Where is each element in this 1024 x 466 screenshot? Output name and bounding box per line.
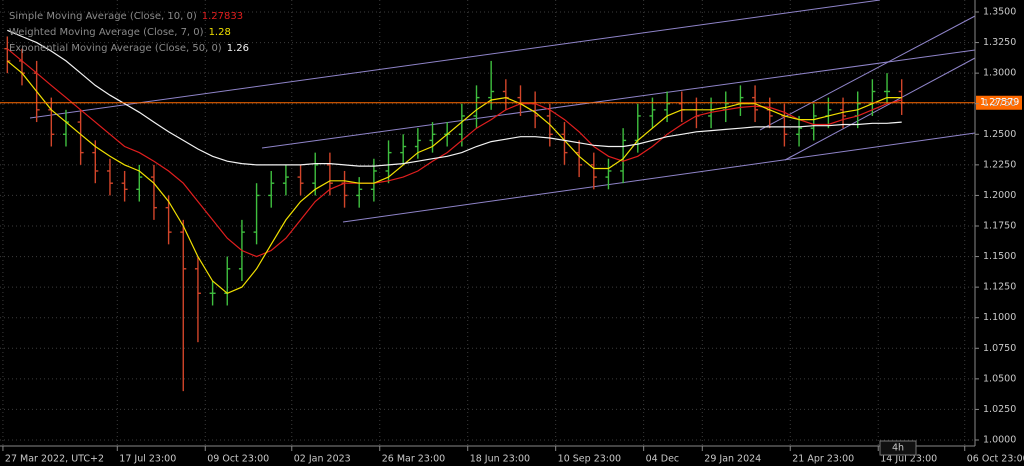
y-tick-label: 1.3000	[983, 68, 1016, 79]
y-tick-label: 1.0500	[983, 373, 1016, 384]
legend-name: Exponential Moving Average (Close, 50, 0…	[9, 43, 222, 54]
x-tick-label: 17 Jul 23:00	[119, 454, 176, 465]
legend-entry: Exponential Moving Average (Close, 50, 0…	[9, 43, 249, 54]
moving-average-line	[6, 60, 902, 294]
x-tick-label: 10 Sep 23:00	[558, 454, 621, 465]
y-tick-label: 1.1000	[983, 312, 1016, 323]
legend-name: Weighted Moving Average (Close, 7, 0)	[9, 27, 204, 38]
y-tick-label: 1.0250	[983, 404, 1016, 415]
y-tick-label: 1.2000	[983, 190, 1016, 201]
x-tick-label: 27 Mar 2022, UTC+2	[5, 454, 104, 465]
timeframe-box	[879, 440, 917, 456]
trend-line	[342, 132, 976, 223]
y-tick-label: 1.2750	[983, 98, 1016, 109]
legend: Simple Moving Average (Close, 10, 0) 1.27…	[9, 11, 249, 54]
legend-value: 1.26	[227, 43, 249, 54]
x-tick-label: 06 Oct 23:00	[967, 454, 1024, 465]
x-tick-label: 21 Apr 23:00	[792, 454, 854, 465]
trend-line	[784, 57, 976, 161]
x-tick-label: 09 Oct 23:00	[207, 454, 269, 465]
x-tick-label: 18 Jun 23:00	[470, 454, 530, 465]
x-tick-label: 26 Mar 23:00	[382, 454, 445, 465]
y-tick-label: 1.0000	[983, 435, 1016, 446]
legend-value: 1.28	[209, 27, 231, 38]
y-tick-label: 1.1250	[983, 282, 1016, 293]
x-tick-label: 04 Dec	[646, 454, 680, 465]
trend-line	[29, 0, 881, 119]
moving-average-line	[7, 29, 902, 167]
y-tick-label: 1.1750	[983, 221, 1016, 232]
x-tick-label: 14 Jul 23:00	[880, 454, 937, 465]
y-tick-label: 1.3250	[983, 37, 1016, 48]
legend-value: 1.27833	[202, 11, 243, 22]
y-tick-label: 1.0750	[983, 343, 1016, 354]
legend-entry: Simple Moving Average (Close, 10, 0) 1.27…	[9, 11, 243, 22]
trend-line	[759, 15, 976, 131]
x-tick-label: 02 Jan 2023	[294, 454, 351, 465]
legend-name: Simple Moving Average (Close, 10, 0)	[9, 11, 197, 22]
moving-average-line	[6, 48, 902, 258]
price-label: 1.27579	[980, 97, 1019, 108]
y-tick-label: 1.2500	[983, 129, 1016, 140]
price-label-box	[976, 95, 1022, 110]
y-tick-label: 1.1500	[983, 251, 1016, 262]
timeframe-label: 4h	[892, 443, 904, 454]
trend-line	[261, 49, 976, 149]
x-tick-label: 29 Jan 2024	[704, 454, 761, 465]
trend-lines	[29, 0, 976, 223]
y-tick-label: 1.2250	[983, 159, 1016, 170]
y-tick-label: 1.3500	[983, 7, 1016, 18]
legend-entry: Weighted Moving Average (Close, 7, 0) 1.2…	[9, 27, 231, 38]
